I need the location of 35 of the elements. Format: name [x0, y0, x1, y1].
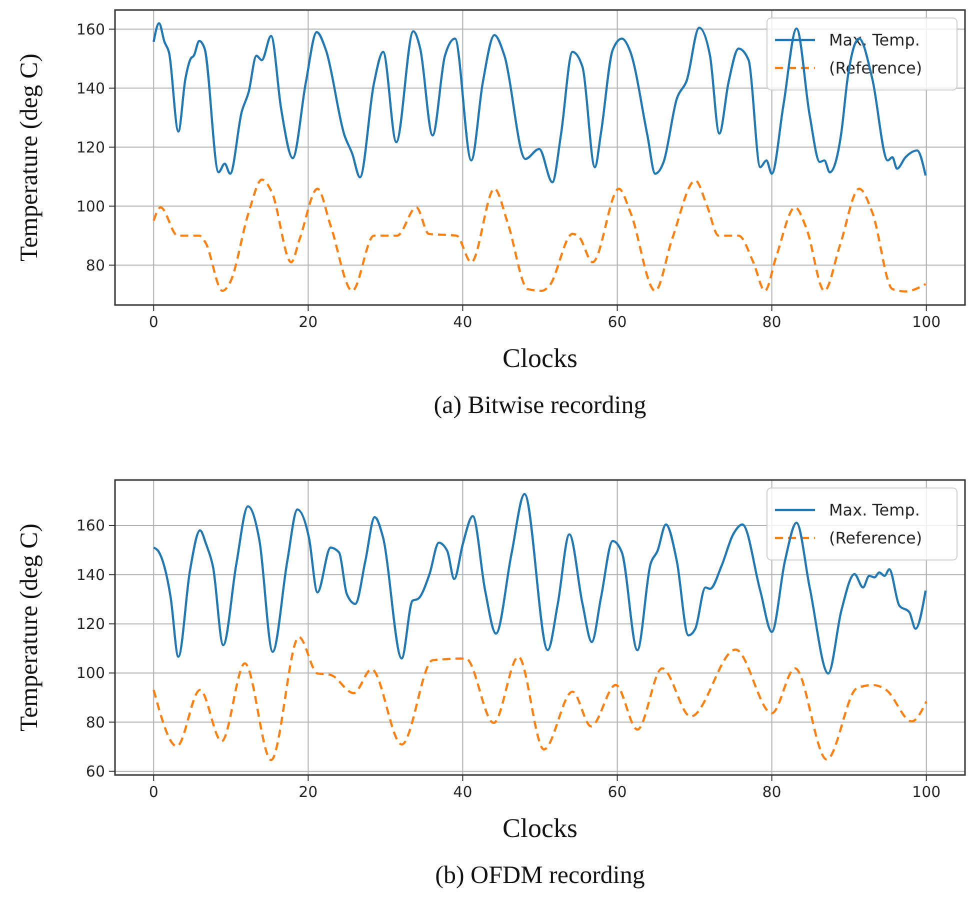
x-tick-label: 0: [148, 783, 158, 801]
legend-label: Max. Temp.: [829, 500, 920, 520]
y-tick-label: 60: [86, 762, 105, 781]
y-tick-label: 140: [76, 79, 105, 98]
x-tick-label: 20: [298, 313, 318, 331]
y-tick-label: 140: [76, 566, 105, 584]
line-series: [152, 636, 928, 762]
x-tick-label: 0: [148, 313, 158, 331]
x-tick-label: 100: [912, 783, 941, 801]
y-tick-label: 120: [76, 615, 105, 634]
y-tick-label: 100: [76, 664, 105, 682]
line-series: [152, 178, 927, 293]
x-tick-label: 100: [912, 313, 941, 331]
x-axis-title: Clocks: [502, 343, 578, 373]
line-series: [152, 492, 927, 675]
y-tick-label: 100: [76, 197, 105, 216]
y-tick-label: 80: [86, 256, 105, 274]
y-tick-label: 120: [76, 138, 105, 156]
text: (b) OFDM recording: [435, 862, 646, 889]
y-axis-title: Temperature (deg C): [16, 524, 43, 732]
y-axis-title: Temperature (deg C): [16, 54, 43, 262]
y-tick-label: 160: [76, 516, 105, 535]
text: (a) Bitwise recording: [434, 392, 647, 419]
line-series: [152, 22, 927, 184]
x-axis-title: Clocks: [502, 813, 578, 843]
y-tick-label: 160: [76, 20, 105, 38]
x-tick-label: 80: [762, 313, 782, 331]
x-tick-label: 40: [453, 313, 472, 331]
x-tick-label: 80: [762, 783, 782, 801]
x-tick-label: 20: [298, 783, 318, 801]
x-tick-label: 60: [608, 313, 627, 331]
x-tick-label: 40: [453, 783, 472, 801]
legend-label: (Reference): [829, 528, 922, 548]
x-tick-label: 60: [608, 783, 627, 801]
y-tick-label: 80: [86, 713, 105, 732]
